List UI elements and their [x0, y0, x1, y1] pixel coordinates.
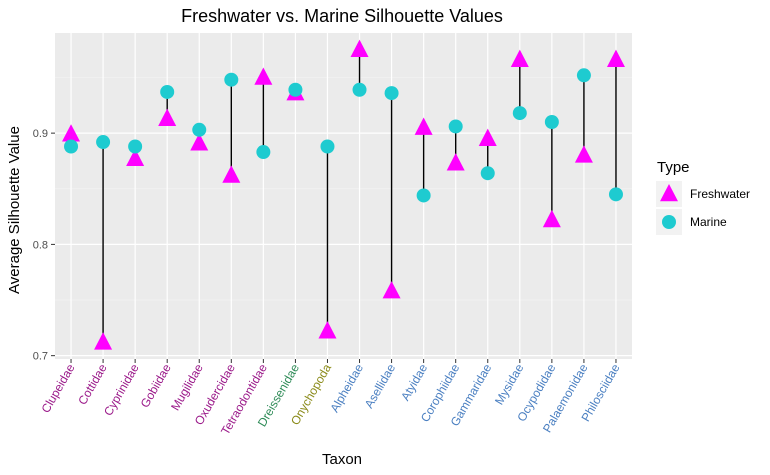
marine-point: [128, 139, 143, 154]
marine-point: [320, 139, 335, 154]
freshwater-point: [94, 332, 113, 350]
x-tick-label: Atyidae: [398, 361, 430, 403]
freshwater-point: [190, 133, 209, 151]
marine-point: [192, 122, 207, 137]
legend-label: Marine: [690, 215, 727, 229]
marine-point: [96, 135, 111, 150]
y-tick-label: 0.8: [33, 239, 48, 251]
x-axis-title: Taxon: [322, 451, 362, 468]
chart-title: Freshwater vs. Marine Silhouette Values: [181, 6, 503, 26]
plot-panel: [55, 33, 632, 359]
x-tick-label: Cottidae: [75, 361, 110, 407]
marine-point: [224, 72, 239, 87]
marine-point: [160, 84, 175, 99]
x-axis-ticks: ClupeidaeCottidaeCyprinidaeGobiidaeMugil…: [38, 359, 623, 437]
marine-point: [544, 115, 559, 130]
marine-point: [64, 139, 79, 154]
y-axis-ticks: 0.7 0.8 0.9: [33, 128, 55, 363]
freshwater-point: [158, 108, 177, 126]
freshwater-point: [510, 49, 529, 67]
freshwater-point: [254, 67, 273, 85]
freshwater-point: [478, 128, 497, 146]
y-axis-title: Average Silhouette Value: [6, 126, 23, 294]
freshwater-point: [126, 148, 145, 167]
freshwater-point: [62, 124, 81, 142]
legend-label: Freshwater: [690, 187, 750, 201]
freshwater-point: [222, 165, 241, 183]
marine-point: [448, 119, 463, 134]
marine-point: [352, 82, 367, 97]
marine-point: [608, 187, 623, 202]
marine-point: [576, 68, 591, 83]
freshwater-point: [446, 153, 465, 171]
x-tick-label: Clupeidae: [38, 361, 77, 415]
marine-point: [288, 82, 303, 97]
x-tick-label: Asellidae: [362, 361, 399, 410]
freshwater-point: [382, 281, 401, 299]
marine-point: [512, 106, 527, 121]
legend-key-circle: [662, 215, 676, 229]
freshwater-point: [414, 117, 433, 135]
marine-point: [384, 86, 399, 101]
freshwater-point: [606, 49, 625, 67]
legend-title: Type: [657, 159, 690, 176]
legend-key-triangle: [660, 183, 678, 202]
freshwater-point: [574, 145, 593, 163]
freshwater-point: [318, 321, 337, 339]
freshwater-point: [542, 209, 561, 228]
legend: Type Freshwater Marine: [656, 159, 750, 235]
x-tick-label: Gobiidae: [138, 361, 174, 410]
marine-point: [256, 145, 271, 160]
marine-point: [480, 166, 495, 181]
freshwater-point: [350, 39, 369, 57]
x-tick-label: Mysidae: [492, 361, 527, 407]
y-tick-label: 0.9: [33, 128, 48, 140]
data-points: [62, 39, 625, 350]
marine-point: [416, 188, 431, 203]
y-tick-label: 0.7: [33, 351, 48, 363]
